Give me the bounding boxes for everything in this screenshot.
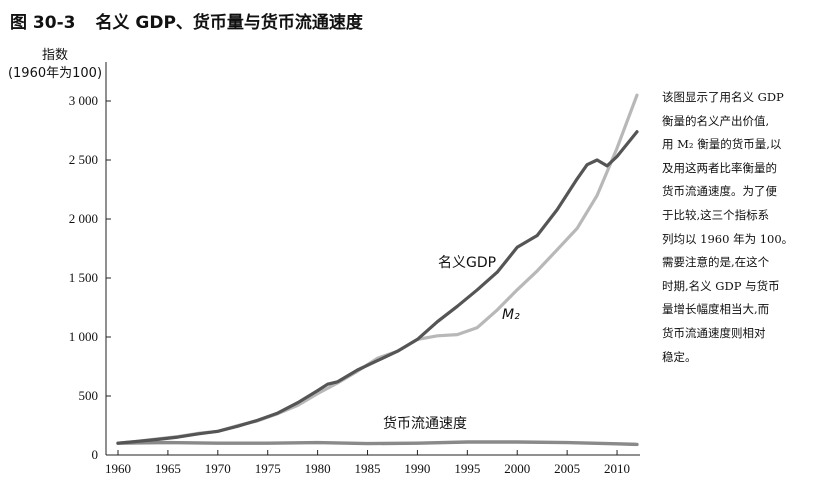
axes: 500 1 000 1 500 2 000 2 500 3 000 1960 1965 1970… xyxy=(69,62,640,476)
series-label-velocity: 货币流通速度 xyxy=(383,415,467,432)
y-tick-label-zero: 0 xyxy=(92,447,99,462)
x-tick-label: 2000 xyxy=(504,461,530,476)
y-tick-label: 2 500 xyxy=(69,152,98,167)
y-axis-title: 指数 xyxy=(42,48,68,63)
series-label-m2: M₂ xyxy=(502,307,520,323)
figure-caption: 该图显示了用名义 GDP 衡量的名义产出价值, 用 M₂ 衡量的货币量,以 及用… xyxy=(662,90,794,364)
series-line-nominal-gdp xyxy=(116,130,639,445)
x-tick-label: 1980 xyxy=(305,461,331,476)
x-tick-label: 1990 xyxy=(404,461,430,476)
y-tick-label: 500 xyxy=(79,388,99,403)
y-tick-label: 1 000 xyxy=(69,329,98,344)
series-line-velocity xyxy=(116,440,639,447)
x-tick-label: 1960 xyxy=(105,461,131,476)
figure-title: 图 30-3 名义 GDP、货币量与货币流通速度 xyxy=(10,8,363,33)
x-tick-label: 1985 xyxy=(355,461,381,476)
y-tick-label: 2 000 xyxy=(69,211,98,226)
series-label-gdp: 名义GDP xyxy=(438,255,496,271)
series-line-m2 xyxy=(116,93,639,445)
figure-number: 图 30-3 xyxy=(10,13,76,33)
x-tick-label: 2010 xyxy=(604,461,630,476)
x-tick-label: 2005 xyxy=(554,461,580,476)
x-tick-label: 1965 xyxy=(155,461,181,476)
series-lines xyxy=(116,93,639,447)
y-tick-label: 1 500 xyxy=(69,270,98,285)
x-tick-label: 1970 xyxy=(205,461,231,476)
x-tick-label: 1995 xyxy=(454,461,480,476)
y-tick-label: 3 000 xyxy=(69,93,98,108)
y-axis-unit: (1960年为100) xyxy=(8,66,102,81)
x-tick-label: 1975 xyxy=(255,461,281,476)
figure-title-text: 名义 GDP、货币量与货币流通速度 xyxy=(95,13,363,33)
